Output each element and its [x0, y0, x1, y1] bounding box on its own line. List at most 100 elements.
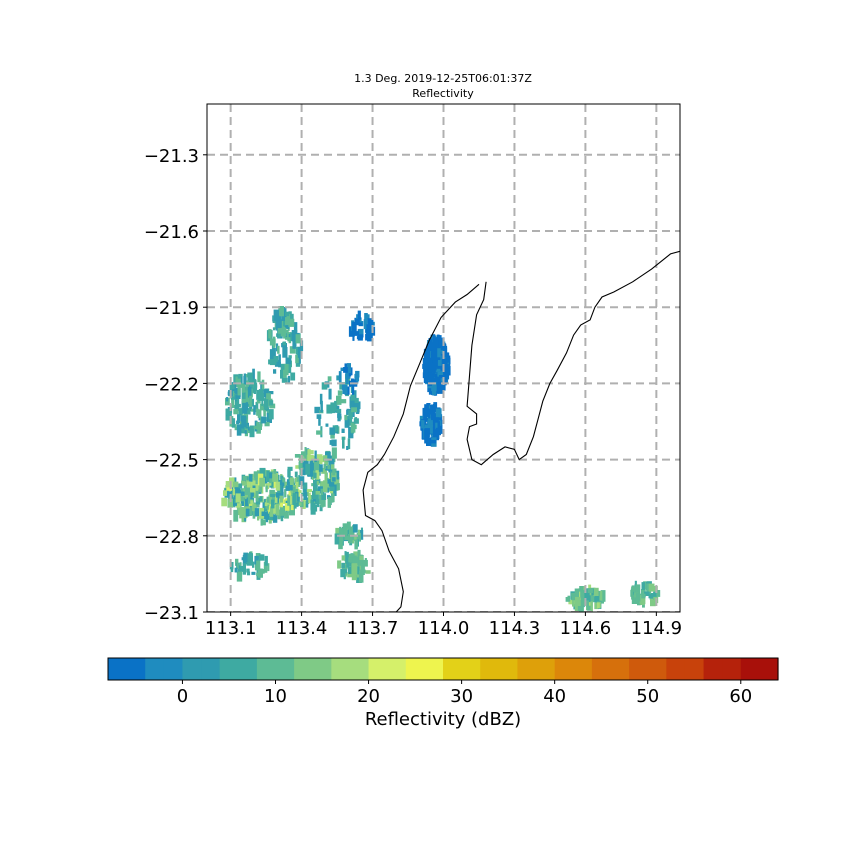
radar-echo-5-84 — [273, 309, 279, 321]
radar-echo-6-39 — [318, 416, 321, 426]
radar-echo-2-259 — [275, 481, 280, 491]
x-tick-label-2: 113.7 — [347, 618, 399, 639]
radar-echo-2-164 — [232, 488, 236, 496]
radar-echo-4-122 — [320, 502, 324, 508]
x-tick-label-1: 113.4 — [276, 618, 328, 639]
radar-echo-9-39 — [348, 567, 354, 574]
radar-echo-2-88 — [260, 518, 263, 526]
radar-echo-2-241 — [259, 477, 265, 487]
radar-echo-5-82 — [278, 361, 281, 368]
radar-echo-3-151 — [227, 412, 232, 420]
radar-echo-4-14 — [303, 500, 309, 508]
radar-echo-3-128 — [261, 416, 267, 424]
radar-echo-4-141 — [328, 482, 335, 487]
radar-echo-2-70 — [244, 482, 249, 489]
radar-echo-4-57 — [326, 483, 331, 488]
radar-echo-5-37 — [283, 343, 286, 353]
radar-echo-3-133 — [244, 430, 247, 434]
radar-echo-5-2 — [274, 359, 280, 367]
radar-echo-3-137 — [241, 416, 247, 427]
radar-echo-9-34 — [357, 549, 361, 559]
radar-echo-0-399 — [431, 350, 436, 355]
radar-echo-2-208 — [290, 504, 294, 511]
colorbar-segment-30 — [666, 658, 686, 680]
radar-echo-9-36 — [341, 555, 346, 561]
radar-echo-4-144 — [322, 480, 328, 493]
radar-echo-1-63 — [435, 422, 438, 430]
colorbar-segment-32 — [703, 658, 723, 680]
radar-echo-8-40 — [256, 560, 261, 571]
x-axis-ticks: 113.1 113.4 113.7 114.0 114.3 114.6 114.9 — [205, 612, 682, 639]
radar-echo-11-42 — [635, 592, 641, 602]
radar-echo-4-66 — [306, 497, 310, 505]
radar-echo-4-106 — [313, 459, 320, 471]
radar-echo-1-39 — [424, 404, 429, 413]
radar-echo-4-107 — [336, 470, 340, 480]
radar-echo-2-235 — [226, 487, 232, 491]
radar-echo-9-49 — [358, 571, 364, 583]
radar-echo-4-94 — [312, 498, 316, 502]
radar-echo-6-8 — [314, 406, 320, 414]
radar-echo-5-18 — [275, 343, 279, 352]
radar-echo-1-70 — [421, 419, 425, 429]
x-tick-label-0: 113.1 — [205, 618, 257, 639]
radar-echo-6-19 — [319, 393, 323, 405]
radar-echo-12-27 — [351, 321, 357, 333]
radar-echo-4-88 — [309, 458, 314, 471]
radar-echo-2-96 — [274, 501, 280, 505]
radar-echo-7-39 — [344, 535, 350, 541]
x-tick-label-5: 114.6 — [560, 618, 612, 639]
radar-echo-2-206 — [264, 502, 268, 507]
radar-echo-0-413 — [434, 351, 438, 362]
radar-echo-3-119 — [257, 409, 262, 418]
radar-echo-9-53 — [351, 563, 358, 576]
radar-echo-2-245 — [271, 499, 275, 509]
radar-echo-12-17 — [358, 328, 364, 335]
radar-echo-12-20 — [364, 314, 370, 320]
radar-echo-11-44 — [648, 594, 653, 599]
radar-echo-7-11 — [346, 521, 351, 533]
radar-echo-3-61 — [245, 407, 251, 415]
radar-echo-8-0 — [263, 561, 268, 573]
radar-echo-2-243 — [278, 480, 285, 487]
radar-echo-4-60 — [323, 498, 326, 504]
radar-echo-1-67 — [430, 404, 437, 411]
colorbar-tick-label-0: 0 — [177, 686, 188, 707]
radar-echo-1-82 — [435, 408, 442, 418]
radar-echo-3-68 — [235, 376, 241, 388]
radar-echo-5-71 — [273, 369, 277, 374]
radar-echo-2-258 — [247, 491, 251, 504]
radar-echo-2-182 — [272, 514, 278, 523]
radar-echo-4-1 — [286, 479, 292, 486]
radar-echo-3-1 — [225, 397, 230, 406]
radar-echo-2-78 — [285, 498, 289, 503]
radar-echo-9-52 — [362, 559, 368, 567]
radar-echo-0-375 — [438, 375, 444, 379]
radar-echo-2-232 — [266, 472, 273, 479]
radar-echo-4-135 — [321, 493, 327, 500]
colorbar-tick-label-3: 30 — [450, 686, 473, 707]
radar-echo-9-51 — [351, 572, 357, 581]
radar-echo-3-16 — [259, 403, 265, 411]
radar-echo-4-115 — [330, 498, 333, 503]
radar-echo-4-110 — [292, 486, 296, 497]
radar-echo-1-79 — [430, 409, 434, 415]
colorbar-segment-1 — [126, 658, 146, 680]
radar-echo-1-69 — [426, 440, 432, 446]
radar-echo-3-121 — [257, 371, 261, 383]
radar-echo-5-77 — [278, 306, 284, 317]
radar-echo-0-419 — [443, 369, 446, 379]
radar-echo-4-72 — [289, 477, 294, 488]
radar-echo-4-87 — [325, 465, 330, 471]
radar-echo-4-41 — [335, 483, 340, 491]
radar-echo-8-41 — [251, 571, 256, 575]
radar-echo-0-394 — [425, 349, 430, 360]
colorbar — [108, 658, 779, 680]
colorbar-segment-19 — [461, 658, 481, 680]
radar-echo-3-159 — [232, 418, 236, 428]
radar-echo-0-415 — [428, 360, 433, 373]
radar-echo-3-91 — [261, 398, 264, 406]
radar-echo-11-28 — [631, 586, 636, 590]
y-tick-label-6: −23.1 — [144, 603, 199, 624]
radar-echo-3-150 — [261, 379, 265, 390]
